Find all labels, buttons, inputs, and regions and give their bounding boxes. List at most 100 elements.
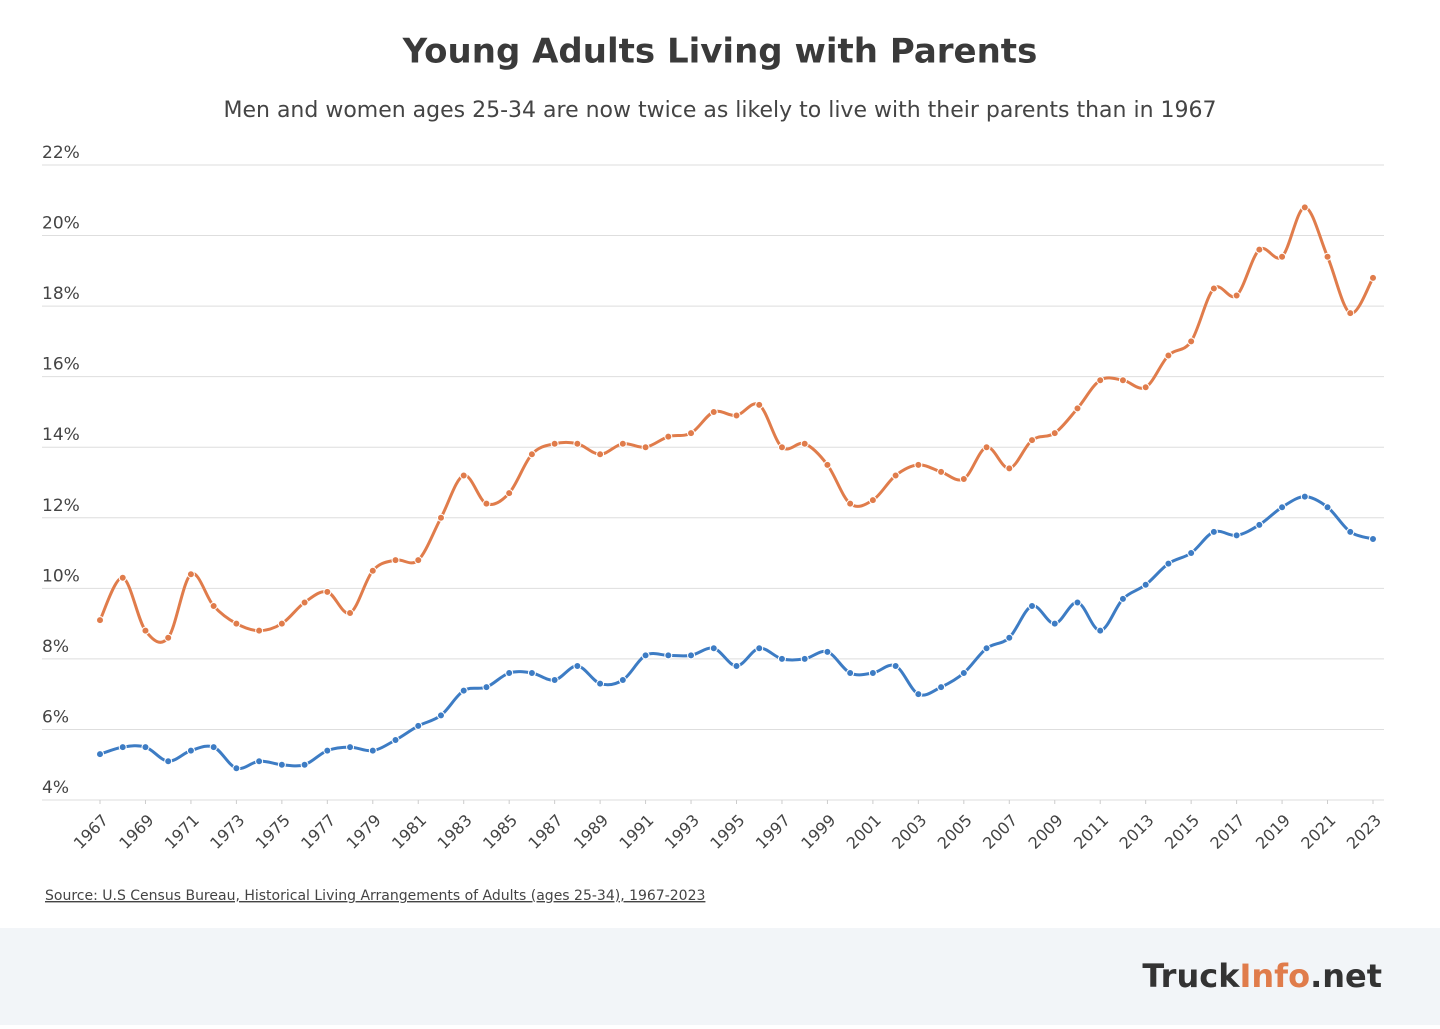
data-point — [982, 443, 991, 452]
data-point — [391, 556, 400, 565]
data-point — [641, 651, 650, 660]
logo: TruckInfo.net — [1142, 957, 1382, 995]
data-point — [1209, 284, 1218, 293]
data-point — [1346, 309, 1355, 318]
data-point — [505, 669, 514, 677]
data-point — [164, 757, 173, 766]
data-point — [1187, 337, 1196, 346]
data-point — [1278, 503, 1287, 512]
data-point — [118, 573, 127, 582]
data-point — [186, 746, 195, 755]
data-point — [755, 644, 764, 653]
data-point — [1369, 273, 1377, 282]
data-point — [277, 760, 286, 769]
data-point — [846, 499, 855, 508]
source-note[interactable]: Source: U.S Census Bureau, Historical Li… — [45, 888, 705, 904]
data-point — [1232, 291, 1241, 300]
x-tick-label: 2013 — [1115, 811, 1157, 853]
data-point — [323, 587, 332, 596]
data-point — [346, 609, 355, 618]
data-point — [255, 626, 264, 635]
data-point — [232, 619, 241, 628]
data-point — [1346, 527, 1355, 536]
data-point — [323, 746, 332, 755]
x-tick-label: 1971 — [161, 811, 203, 853]
data-point — [959, 669, 968, 677]
data-point — [596, 450, 605, 459]
data-point — [732, 661, 741, 670]
data-point — [777, 654, 786, 663]
data-point — [1232, 531, 1241, 540]
data-point — [618, 676, 627, 685]
x-tick-label: 1995 — [706, 811, 748, 853]
x-tick-label: 1975 — [252, 811, 294, 853]
data-point — [527, 450, 536, 459]
y-tick-label: 8% — [42, 637, 69, 657]
footer-band — [0, 928, 1440, 1025]
x-tick-label: 2023 — [1343, 811, 1385, 853]
data-point — [118, 743, 127, 752]
data-point — [1050, 429, 1059, 438]
x-tick-label: 1989 — [570, 811, 612, 853]
x-tick-label: 1983 — [433, 811, 475, 853]
x-tick-label: 2003 — [888, 811, 930, 853]
data-point — [664, 432, 673, 441]
series-line — [98, 205, 1375, 644]
data-point — [937, 467, 946, 476]
data-point — [709, 407, 718, 416]
data-point — [1141, 580, 1150, 589]
x-tick-label: 1981 — [388, 811, 430, 853]
data-point — [755, 400, 764, 409]
data-point — [1118, 376, 1127, 385]
logo-part: Truck — [1142, 957, 1240, 995]
chart-title: Young Adults Living with Parents — [402, 32, 1038, 72]
data-point — [914, 460, 923, 469]
data-point — [1005, 633, 1014, 642]
data-point — [937, 683, 946, 692]
data-point — [868, 669, 877, 677]
x-tick-label: 1985 — [479, 811, 521, 853]
x-tick-label: 1991 — [615, 811, 657, 853]
data-point — [436, 711, 445, 720]
data-point — [1300, 203, 1309, 212]
data-point — [1164, 351, 1173, 360]
data-point — [277, 619, 286, 628]
data-point — [368, 746, 377, 755]
data-point — [368, 566, 377, 575]
data-point — [891, 661, 900, 670]
data-point — [800, 439, 809, 448]
data-point — [1096, 376, 1105, 385]
data-point — [209, 601, 218, 610]
x-tick-label: 1967 — [70, 811, 112, 853]
data-point — [573, 661, 582, 670]
data-point — [1164, 559, 1173, 568]
data-point — [1050, 619, 1059, 628]
data-point — [959, 474, 968, 483]
data-point — [732, 411, 741, 420]
y-tick-label: 16% — [42, 355, 80, 375]
data-point — [1028, 601, 1037, 610]
logo-part: Info — [1239, 957, 1310, 995]
x-tick-label: 1969 — [115, 811, 157, 853]
data-point — [300, 760, 309, 769]
data-point — [1141, 383, 1150, 392]
data-point — [482, 683, 491, 692]
x-tick-label: 2015 — [1161, 811, 1203, 853]
data-point — [1187, 549, 1196, 558]
x-tick-label: 1973 — [206, 811, 248, 853]
data-point — [527, 669, 536, 677]
data-point — [96, 750, 104, 759]
y-tick-label: 14% — [42, 425, 80, 445]
x-tick-label: 2005 — [934, 811, 976, 853]
data-point — [687, 429, 696, 438]
data-point — [891, 471, 900, 480]
data-point — [687, 651, 696, 660]
x-tick-label: 2017 — [1206, 811, 1248, 853]
x-tick-label: 2001 — [843, 811, 885, 853]
data-point — [573, 439, 582, 448]
data-point — [164, 633, 173, 642]
chart-subtitle: Men and women ages 25-34 are now twice a… — [223, 98, 1216, 123]
x-tick-label: 2011 — [1070, 811, 1112, 853]
data-point — [823, 647, 832, 656]
